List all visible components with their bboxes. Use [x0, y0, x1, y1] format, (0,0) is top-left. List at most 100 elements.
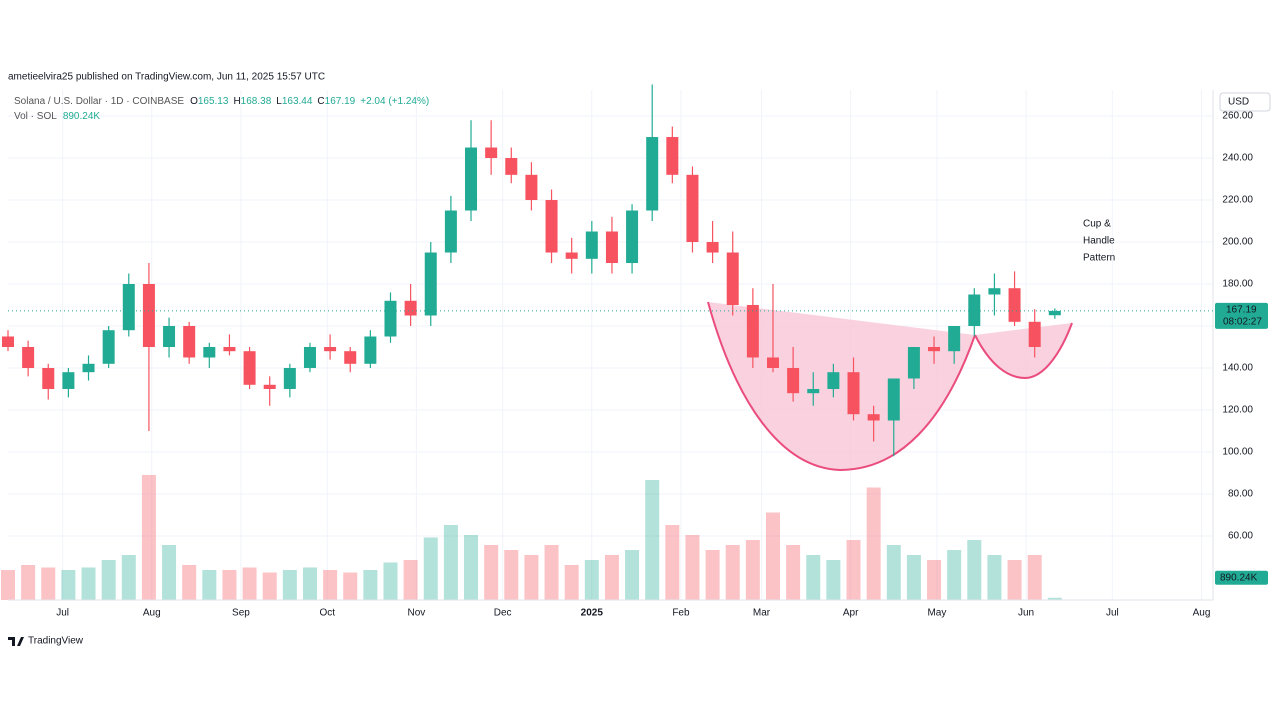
volume-bar — [41, 567, 56, 600]
price-tag-value: 167.19 — [1226, 305, 1257, 316]
candle-body — [988, 288, 1001, 295]
candle-body — [746, 305, 759, 358]
candle-body — [766, 357, 779, 368]
candle-body — [102, 330, 115, 364]
volume-bar — [21, 565, 36, 600]
volume-bar — [242, 567, 257, 600]
volume-bar — [846, 540, 861, 600]
annotation-line: Cup & — [1083, 219, 1111, 230]
annotation-line: Handle — [1083, 236, 1115, 247]
candle-body — [626, 210, 639, 264]
volume-bar — [987, 555, 1002, 600]
quote-key: O — [190, 96, 198, 107]
volume-bar — [745, 540, 760, 600]
volume-bar — [484, 545, 499, 600]
volume-bar — [645, 480, 660, 600]
currency-box[interactable] — [1219, 92, 1271, 112]
candle-body — [807, 388, 820, 394]
candle-body — [163, 325, 176, 347]
candle-body — [928, 346, 941, 352]
candle-body — [384, 300, 397, 337]
cup-handle-shape — [707, 301, 1073, 472]
candle-body — [1028, 321, 1041, 347]
candle-body — [203, 346, 216, 358]
candle-body — [444, 210, 457, 253]
y-tick-label: 180.00 — [1222, 279, 1253, 290]
y-tick-label: 120.00 — [1222, 405, 1253, 416]
volume-bar — [222, 570, 237, 600]
volume-bar — [906, 555, 921, 600]
volume-bar — [121, 555, 136, 600]
volume-tag-value: 890.24K — [1220, 572, 1258, 583]
volume-bar — [81, 567, 96, 600]
volume-bar — [665, 525, 680, 600]
volume-bar — [625, 550, 640, 600]
volume-legend: Vol · SOL 890.24K — [14, 111, 100, 122]
price-tag-timer: 08:02:27 — [1223, 317, 1262, 328]
brand-logo — [8, 637, 24, 646]
candle-body — [545, 200, 558, 253]
candle-body — [62, 372, 75, 389]
y-tick-label: 60.00 — [1228, 531, 1253, 542]
candle-body — [887, 378, 900, 421]
volume-bar — [464, 535, 479, 600]
annotation: Cup & Handle Pattern — [1083, 219, 1115, 264]
volume-bar — [302, 567, 317, 600]
x-tick-label: Aug — [1193, 608, 1211, 619]
volume-bar — [967, 540, 982, 600]
volume-bar — [141, 475, 156, 600]
volume-bar — [886, 545, 901, 600]
candle-body — [968, 294, 981, 326]
candle-body — [404, 300, 417, 316]
candle-body — [1008, 288, 1021, 322]
x-tick-label: Jun — [1018, 608, 1034, 619]
candle-body — [243, 351, 256, 385]
candle-body — [686, 174, 699, 243]
volume-bar — [101, 560, 116, 600]
y-tick-label: 240.00 — [1222, 153, 1253, 164]
volume-bar — [1, 570, 15, 600]
volume-bar — [423, 537, 438, 600]
candle-body — [787, 367, 800, 394]
currency[interactable]: USD — [1228, 97, 1249, 108]
volume-bar — [282, 570, 297, 600]
x-tick-label: Dec — [494, 608, 512, 619]
volume-bar — [262, 572, 277, 600]
candle-body — [82, 363, 95, 373]
cup-fill — [708, 302, 975, 470]
candle-body — [1048, 310, 1061, 316]
candle-body — [183, 325, 196, 358]
volume-value: 890.24K — [63, 111, 101, 122]
x-tick-label: Jul — [56, 608, 69, 619]
candle-body — [324, 346, 337, 352]
quote-value: 165.13 — [198, 96, 229, 107]
candle-body — [364, 336, 377, 364]
candle-body — [867, 414, 880, 421]
candle-body — [827, 372, 840, 389]
quote-value: 168.38 — [241, 96, 272, 107]
y-tick-label: 220.00 — [1222, 195, 1253, 206]
candle-body — [42, 367, 55, 389]
volume-bar — [826, 560, 841, 600]
x-tick-label: Apr — [843, 608, 859, 619]
candle-body — [344, 351, 357, 364]
candle-body — [142, 284, 155, 347]
y-tick-label: 100.00 — [1222, 447, 1253, 458]
candle-body — [948, 325, 961, 352]
volume-bar — [786, 545, 801, 600]
candle-body — [706, 242, 719, 253]
candle-body — [666, 137, 679, 175]
volume-bar — [604, 555, 619, 600]
volume-bar — [685, 535, 700, 600]
candle-body — [605, 231, 618, 264]
x-tick-label: Aug — [143, 608, 161, 619]
handle-fill — [975, 323, 1072, 378]
volume-bar — [1027, 555, 1042, 600]
volume-bar — [202, 570, 217, 600]
candle-body — [565, 252, 578, 259]
candle-body — [223, 346, 236, 352]
candle-body — [263, 384, 276, 389]
x-tick-label: Oct — [319, 608, 335, 619]
quote-change: +2.04 (+1.24%) — [360, 96, 429, 107]
